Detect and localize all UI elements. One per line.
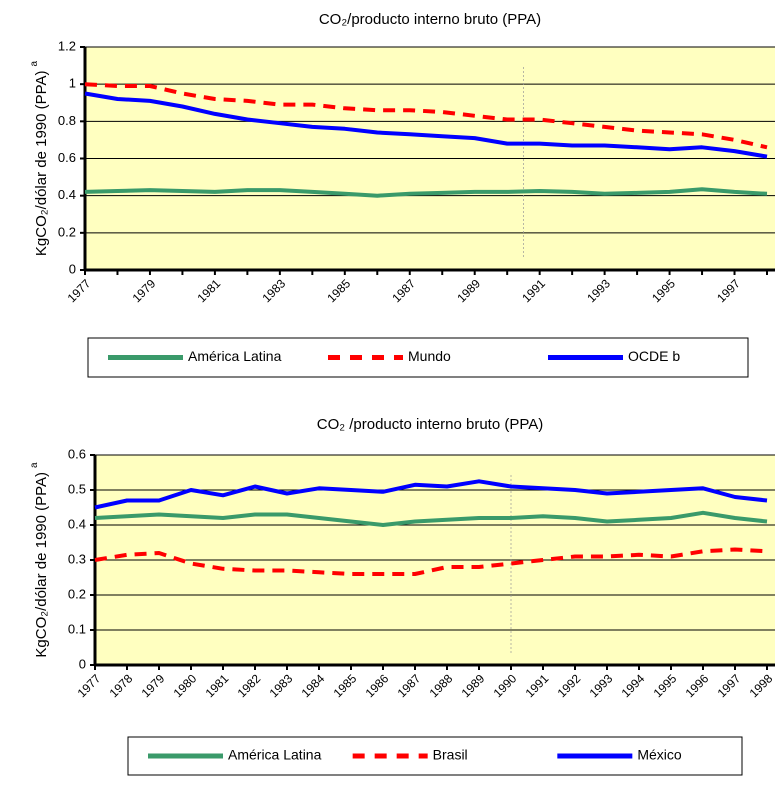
x-tick-label: 1993	[587, 671, 616, 700]
x-tick-label: 1984	[299, 671, 328, 700]
x-tick-label: 1995	[649, 276, 678, 305]
series-line	[84, 91, 768, 159]
x-tick-label: 1983	[267, 671, 296, 700]
x-tick-label: 1991	[523, 671, 552, 700]
x-tick-label: 1997	[715, 671, 744, 700]
y-tick-label: 0.5	[68, 481, 86, 496]
y-tick-label: 1.2	[58, 38, 76, 53]
legend-label: Mundo	[408, 348, 451, 364]
y-axis-title-text: KgCO₂/dólar de 1990 (PPA)	[33, 472, 50, 658]
chart-title: CO₂/producto interno bruto (PPA)	[319, 11, 541, 28]
x-tick-label: 1981	[194, 276, 223, 305]
x-tick-label: 1998	[747, 671, 775, 700]
y-axis-title: KgCO₂/dólar de 1990 (PPA) a	[29, 462, 50, 658]
x-tick-label: 1987	[395, 671, 424, 700]
x-tick-label: 1990	[491, 671, 520, 700]
x-tick-label: 1978	[107, 671, 136, 700]
y-axis-title-text: KgCO₂/dólar de 1990 (PPA)	[33, 70, 50, 256]
x-tick-label: 1979	[139, 671, 168, 700]
y-tick-label: 0.4	[58, 187, 76, 202]
series-line	[94, 510, 768, 527]
y-tick-label: 0.1	[68, 621, 86, 636]
y-tick-label: 0.2	[58, 224, 76, 239]
x-tick-label: 1997	[714, 276, 743, 305]
series-line	[84, 82, 768, 150]
x-tick-label: 1992	[555, 671, 584, 700]
x-tick-label: 1989	[454, 276, 483, 305]
x-tick-label: 1981	[203, 671, 232, 700]
chart: CO₂ /producto interno bruto (PPA) KgCO₂/d…	[29, 416, 775, 776]
x-tick-label: 1994	[619, 671, 648, 700]
x-tick-label: 1989	[459, 671, 488, 700]
chart-title: CO₂ /producto interno bruto (PPA)	[317, 416, 543, 433]
x-tick-label: 1979	[130, 276, 159, 305]
y-tick-label: 0.8	[58, 113, 76, 128]
x-tick-label: 1982	[235, 671, 264, 700]
legend-label: OCDE b	[628, 348, 680, 364]
y-tick-label: 0	[69, 261, 76, 276]
y-tick-label: 0.2	[68, 586, 86, 601]
series-line	[94, 547, 768, 576]
y-tick-label: 0.6	[58, 150, 76, 165]
x-tick-label: 1983	[259, 276, 288, 305]
legend-label: Brasil	[433, 747, 468, 763]
x-tick-label: 1995	[651, 671, 680, 700]
x-tick-label: 1985	[331, 671, 360, 700]
legend-label: América Latina	[228, 747, 322, 763]
y-axis-title: KgCO₂/dólar de 1990 (PPA) a	[29, 60, 50, 256]
x-tick-label: 1977	[65, 276, 94, 305]
y-tick-label: 0.3	[68, 551, 86, 566]
series-line	[94, 479, 768, 510]
x-tick-label: 1991	[519, 276, 548, 305]
x-tick-label: 1993	[584, 276, 613, 305]
chart: CO₂/producto interno bruto (PPA) KgCO₂/dó…	[29, 11, 775, 378]
x-tick-label: 1980	[171, 671, 200, 700]
legend	[87, 337, 749, 378]
series-line	[84, 187, 768, 198]
y-tick-label: 0	[79, 656, 86, 671]
legend-label: América Latina	[188, 348, 282, 364]
legend-label: México	[637, 747, 682, 763]
y-tick-label: 1	[69, 76, 76, 91]
x-tick-label: 1986	[363, 671, 392, 700]
legend	[127, 736, 743, 776]
y-axis-title-note: a	[29, 60, 40, 66]
y-tick-label: 0.4	[68, 516, 86, 531]
y-tick-label: 0.6	[68, 446, 86, 461]
y-axis-title-note: a	[29, 462, 40, 468]
x-tick-label: 1977	[75, 671, 104, 700]
x-tick-label: 1996	[683, 671, 712, 700]
x-tick-label: 1987	[389, 276, 418, 305]
x-tick-label: 1985	[324, 276, 353, 305]
x-tick-label: 1988	[427, 671, 456, 700]
